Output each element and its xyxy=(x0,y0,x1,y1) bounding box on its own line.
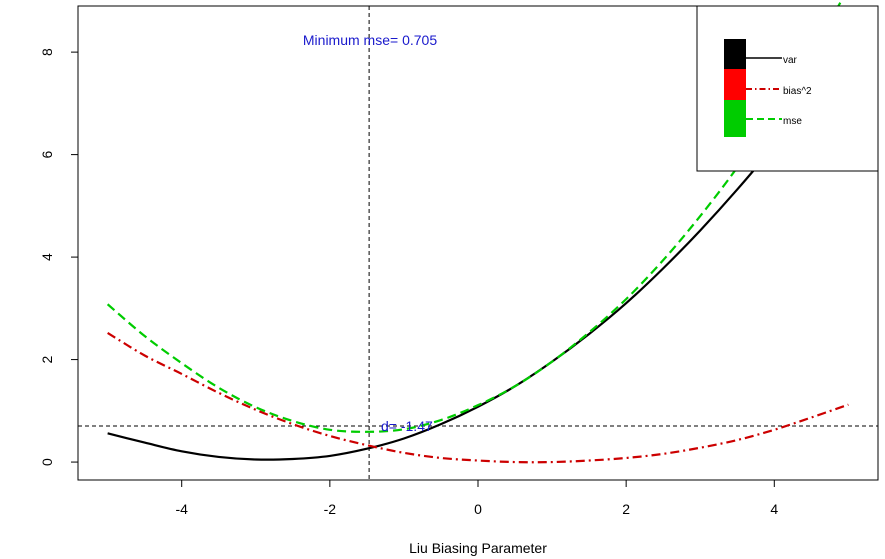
legend: var bias^2 mse xyxy=(696,5,879,172)
axis-ticks: -4 -2 0 2 4 0 2 4 6 8 xyxy=(39,48,778,517)
min-mse-annotation: Minimum mse= 0.705 xyxy=(303,32,437,48)
series-line-bias2 xyxy=(107,331,849,464)
series-line-var xyxy=(107,45,850,461)
legend-label-bias: bias^2 xyxy=(783,86,812,97)
legend-swatch-bias xyxy=(724,69,746,100)
y-tick-label: 4 xyxy=(39,253,55,261)
legend-swatch-mse xyxy=(724,100,746,137)
legend-label-var: var xyxy=(783,55,798,66)
x-tick-label: -2 xyxy=(324,501,337,517)
legend-label-mse: mse xyxy=(783,116,802,127)
y-tick-label: 8 xyxy=(39,48,55,56)
y-tick-label: 2 xyxy=(39,355,55,363)
x-tick-label: 0 xyxy=(474,501,482,517)
x-tick-label: -4 xyxy=(175,501,188,517)
d-value-annotation: d= -1.47 xyxy=(381,418,433,434)
x-axis-label: Liu Biasing Parameter xyxy=(409,540,547,556)
series-group xyxy=(106,0,850,464)
series-line-mse xyxy=(106,0,844,433)
x-tick-label: 4 xyxy=(770,501,778,517)
legend-swatch-var xyxy=(724,39,746,69)
x-tick-label: 2 xyxy=(622,501,630,517)
y-tick-label: 0 xyxy=(39,458,55,466)
y-tick-label: 6 xyxy=(39,151,55,159)
